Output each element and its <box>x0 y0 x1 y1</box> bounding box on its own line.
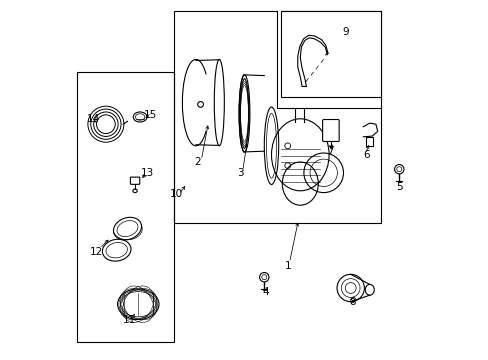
Circle shape <box>261 275 266 280</box>
Bar <box>366 137 372 146</box>
Circle shape <box>396 167 401 172</box>
Circle shape <box>197 102 203 107</box>
Circle shape <box>336 274 364 302</box>
FancyBboxPatch shape <box>130 177 140 184</box>
Text: 15: 15 <box>144 110 157 120</box>
Text: 11: 11 <box>122 315 136 325</box>
Circle shape <box>345 283 355 293</box>
Bar <box>280 11 381 97</box>
Text: 4: 4 <box>262 287 269 297</box>
Text: 3: 3 <box>237 168 244 178</box>
Bar <box>77 72 174 342</box>
Bar <box>174 11 381 223</box>
Text: 14: 14 <box>86 114 100 124</box>
Text: 6: 6 <box>363 150 369 160</box>
Polygon shape <box>363 123 377 137</box>
Text: 5: 5 <box>395 182 402 192</box>
Circle shape <box>259 273 268 282</box>
Text: 1: 1 <box>284 261 290 271</box>
Bar <box>276 11 381 108</box>
FancyBboxPatch shape <box>322 120 339 141</box>
Text: 2: 2 <box>194 157 201 167</box>
Text: 8: 8 <box>348 297 355 307</box>
Text: 9: 9 <box>341 27 348 37</box>
Text: 13: 13 <box>141 168 154 178</box>
Circle shape <box>394 165 403 174</box>
Text: 12: 12 <box>90 247 103 257</box>
Text: 10: 10 <box>169 189 183 199</box>
Text: 7: 7 <box>327 146 333 156</box>
